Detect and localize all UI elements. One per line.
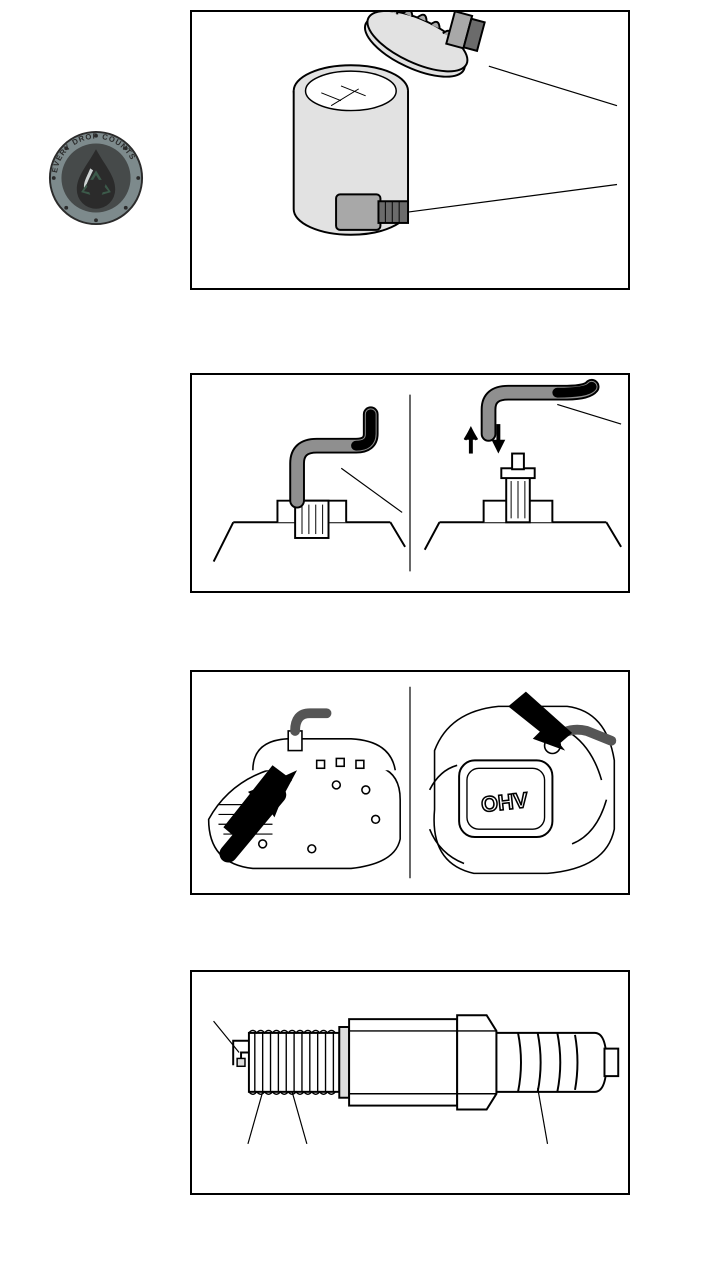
ohv-label: OHV xyxy=(480,787,530,817)
engine-right: OHV xyxy=(430,706,615,873)
figure-spark-plug-svg xyxy=(192,972,628,1193)
figure-oil-cap-svg xyxy=(192,12,628,288)
panel-cap-on xyxy=(214,414,405,561)
arrow-up-icon xyxy=(464,426,478,453)
recycle-badge-svg: EVERY DROP COUNTS xyxy=(48,130,144,226)
recycle-badge: EVERY DROP COUNTS xyxy=(48,130,144,226)
page: EVERY DROP COUNTS xyxy=(0,0,723,1274)
figure-plug-cap xyxy=(190,373,630,593)
figure-spark-plug xyxy=(190,970,630,1195)
figure-oil-cap xyxy=(190,10,630,290)
panel-cap-off xyxy=(425,387,621,550)
figure-plug-location-svg: OHV xyxy=(192,672,628,893)
figure-plug-location: OHV xyxy=(190,670,630,895)
figure-plug-cap-svg xyxy=(192,375,628,591)
